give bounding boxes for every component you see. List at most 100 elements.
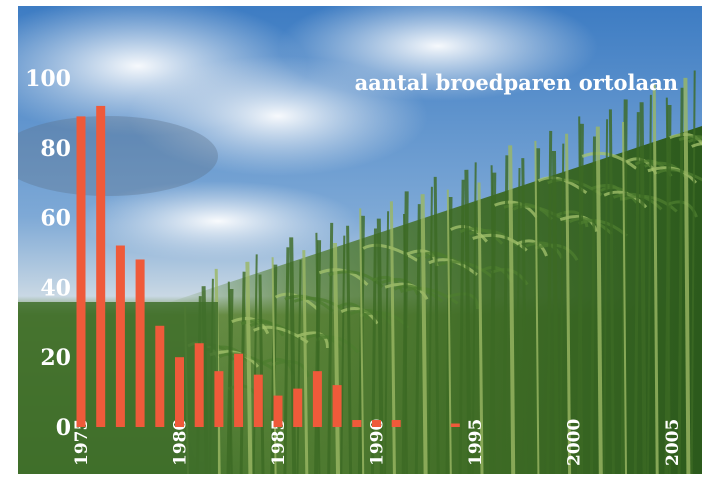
bar-series	[76, 105, 460, 428]
corn-leaf	[253, 325, 309, 344]
corn-stalk	[683, 77, 691, 474]
bar	[115, 245, 125, 427]
corn-stalk	[508, 145, 516, 474]
corn-stalk	[590, 136, 596, 474]
x-tick-label: 1995	[466, 419, 486, 466]
corn-stalk	[608, 109, 615, 474]
corn-leaf	[447, 292, 479, 310]
corn-leaf	[362, 243, 418, 262]
corn-stalk	[359, 208, 365, 474]
corn-stalk	[289, 237, 297, 474]
x-tick-label: 1980	[171, 419, 191, 466]
corn-stalk	[403, 214, 408, 474]
corn-stalk	[258, 274, 265, 474]
corn-stalk	[376, 218, 384, 474]
bar	[273, 395, 283, 427]
x-tick-label: 1975	[72, 419, 92, 466]
corn-stalk	[371, 228, 377, 474]
corn-leaf	[622, 194, 678, 213]
corn-leaf	[581, 151, 638, 170]
x-tick-label: 1985	[269, 419, 289, 466]
corn-stalk	[346, 225, 353, 474]
corn-stalk	[340, 235, 346, 474]
corn-leaf	[687, 137, 702, 144]
cloud	[278, 6, 598, 101]
corn-stalk	[521, 158, 528, 474]
corn-stalk	[414, 204, 421, 474]
corn-stalk	[690, 70, 696, 474]
corn-stalk	[389, 201, 396, 474]
corn-stalk	[433, 176, 440, 474]
photo-background	[18, 6, 702, 474]
corn-stalk	[446, 189, 452, 474]
corn-stalk	[515, 168, 521, 474]
corn-stalk	[490, 165, 496, 474]
y-tick-label: 40	[40, 275, 71, 301]
corn-leaf	[656, 168, 702, 182]
cloud	[78, 181, 358, 261]
y-tick-label: 60	[40, 206, 71, 232]
corn-stalk	[565, 133, 572, 474]
chart-figure: aantal broedparen ortolaan 0 20 40 60 80 100 …	[18, 6, 702, 474]
cloud-shadow	[18, 116, 218, 196]
bar	[194, 343, 204, 427]
corn-leaf	[337, 302, 370, 320]
corn-stalk	[315, 232, 321, 474]
corn-stalk	[578, 116, 584, 474]
x-tick-label: 1990	[368, 419, 388, 466]
bar	[234, 353, 244, 427]
corn-stalk	[245, 261, 253, 474]
corn-stalk	[464, 169, 472, 474]
x-axis-ticks: 1975 1980 1985 1990 1995 2000 2005	[72, 419, 683, 466]
corn-leaf	[403, 286, 459, 305]
corn-stalk	[534, 140, 540, 474]
corn-stalk	[333, 242, 340, 474]
bar	[175, 357, 184, 427]
corn-stalk	[603, 119, 609, 474]
corn-stalk	[252, 254, 258, 474]
corn-stalk	[458, 179, 465, 474]
chart-title: aantal broedparen ortolaan	[355, 70, 678, 95]
corn-stalk	[477, 182, 484, 474]
y-tick-label: 20	[40, 345, 71, 371]
corn-stalk	[665, 97, 671, 474]
corn-stalk	[271, 257, 277, 474]
corn-stalk	[302, 250, 309, 474]
x-tick-label: 2005	[663, 419, 683, 466]
bar	[352, 420, 362, 427]
corn-stalk	[296, 259, 302, 474]
bar	[391, 420, 401, 427]
corn-stalk	[646, 94, 652, 474]
chart-canvas: aantal broedparen ortolaan 020406080100 …	[18, 6, 702, 474]
corn-stalk	[595, 126, 603, 474]
corn-stalk	[546, 130, 553, 474]
corn-leaf	[556, 210, 589, 228]
bar	[96, 105, 106, 428]
corn-stalk	[427, 186, 433, 474]
corn-stalks	[184, 70, 702, 474]
bar	[214, 371, 224, 427]
corn-stalk	[677, 87, 684, 474]
x-tick-label: 2000	[565, 419, 585, 466]
corn-leaf	[437, 260, 494, 279]
bar	[450, 423, 460, 427]
bar	[332, 385, 342, 427]
corn-leaf	[534, 243, 579, 261]
corn-stalk	[552, 151, 559, 474]
corn-stalk	[633, 112, 640, 474]
y-tick-label: 100	[25, 66, 71, 92]
bar	[253, 374, 263, 427]
bar	[312, 371, 322, 427]
bar	[135, 259, 145, 427]
corn-stalk	[327, 222, 334, 474]
bar	[372, 420, 381, 427]
corn-stalk	[227, 281, 233, 474]
y-tick-label: 0	[56, 415, 71, 441]
bar	[293, 388, 303, 427]
y-axis-ticks: 0 20 40 60 80 100	[25, 66, 71, 441]
y-tick-label: 80	[40, 136, 71, 162]
bar	[155, 325, 165, 427]
corn-stalk	[652, 84, 659, 474]
corn-stalk	[502, 155, 509, 474]
corn-stalk	[639, 102, 647, 474]
